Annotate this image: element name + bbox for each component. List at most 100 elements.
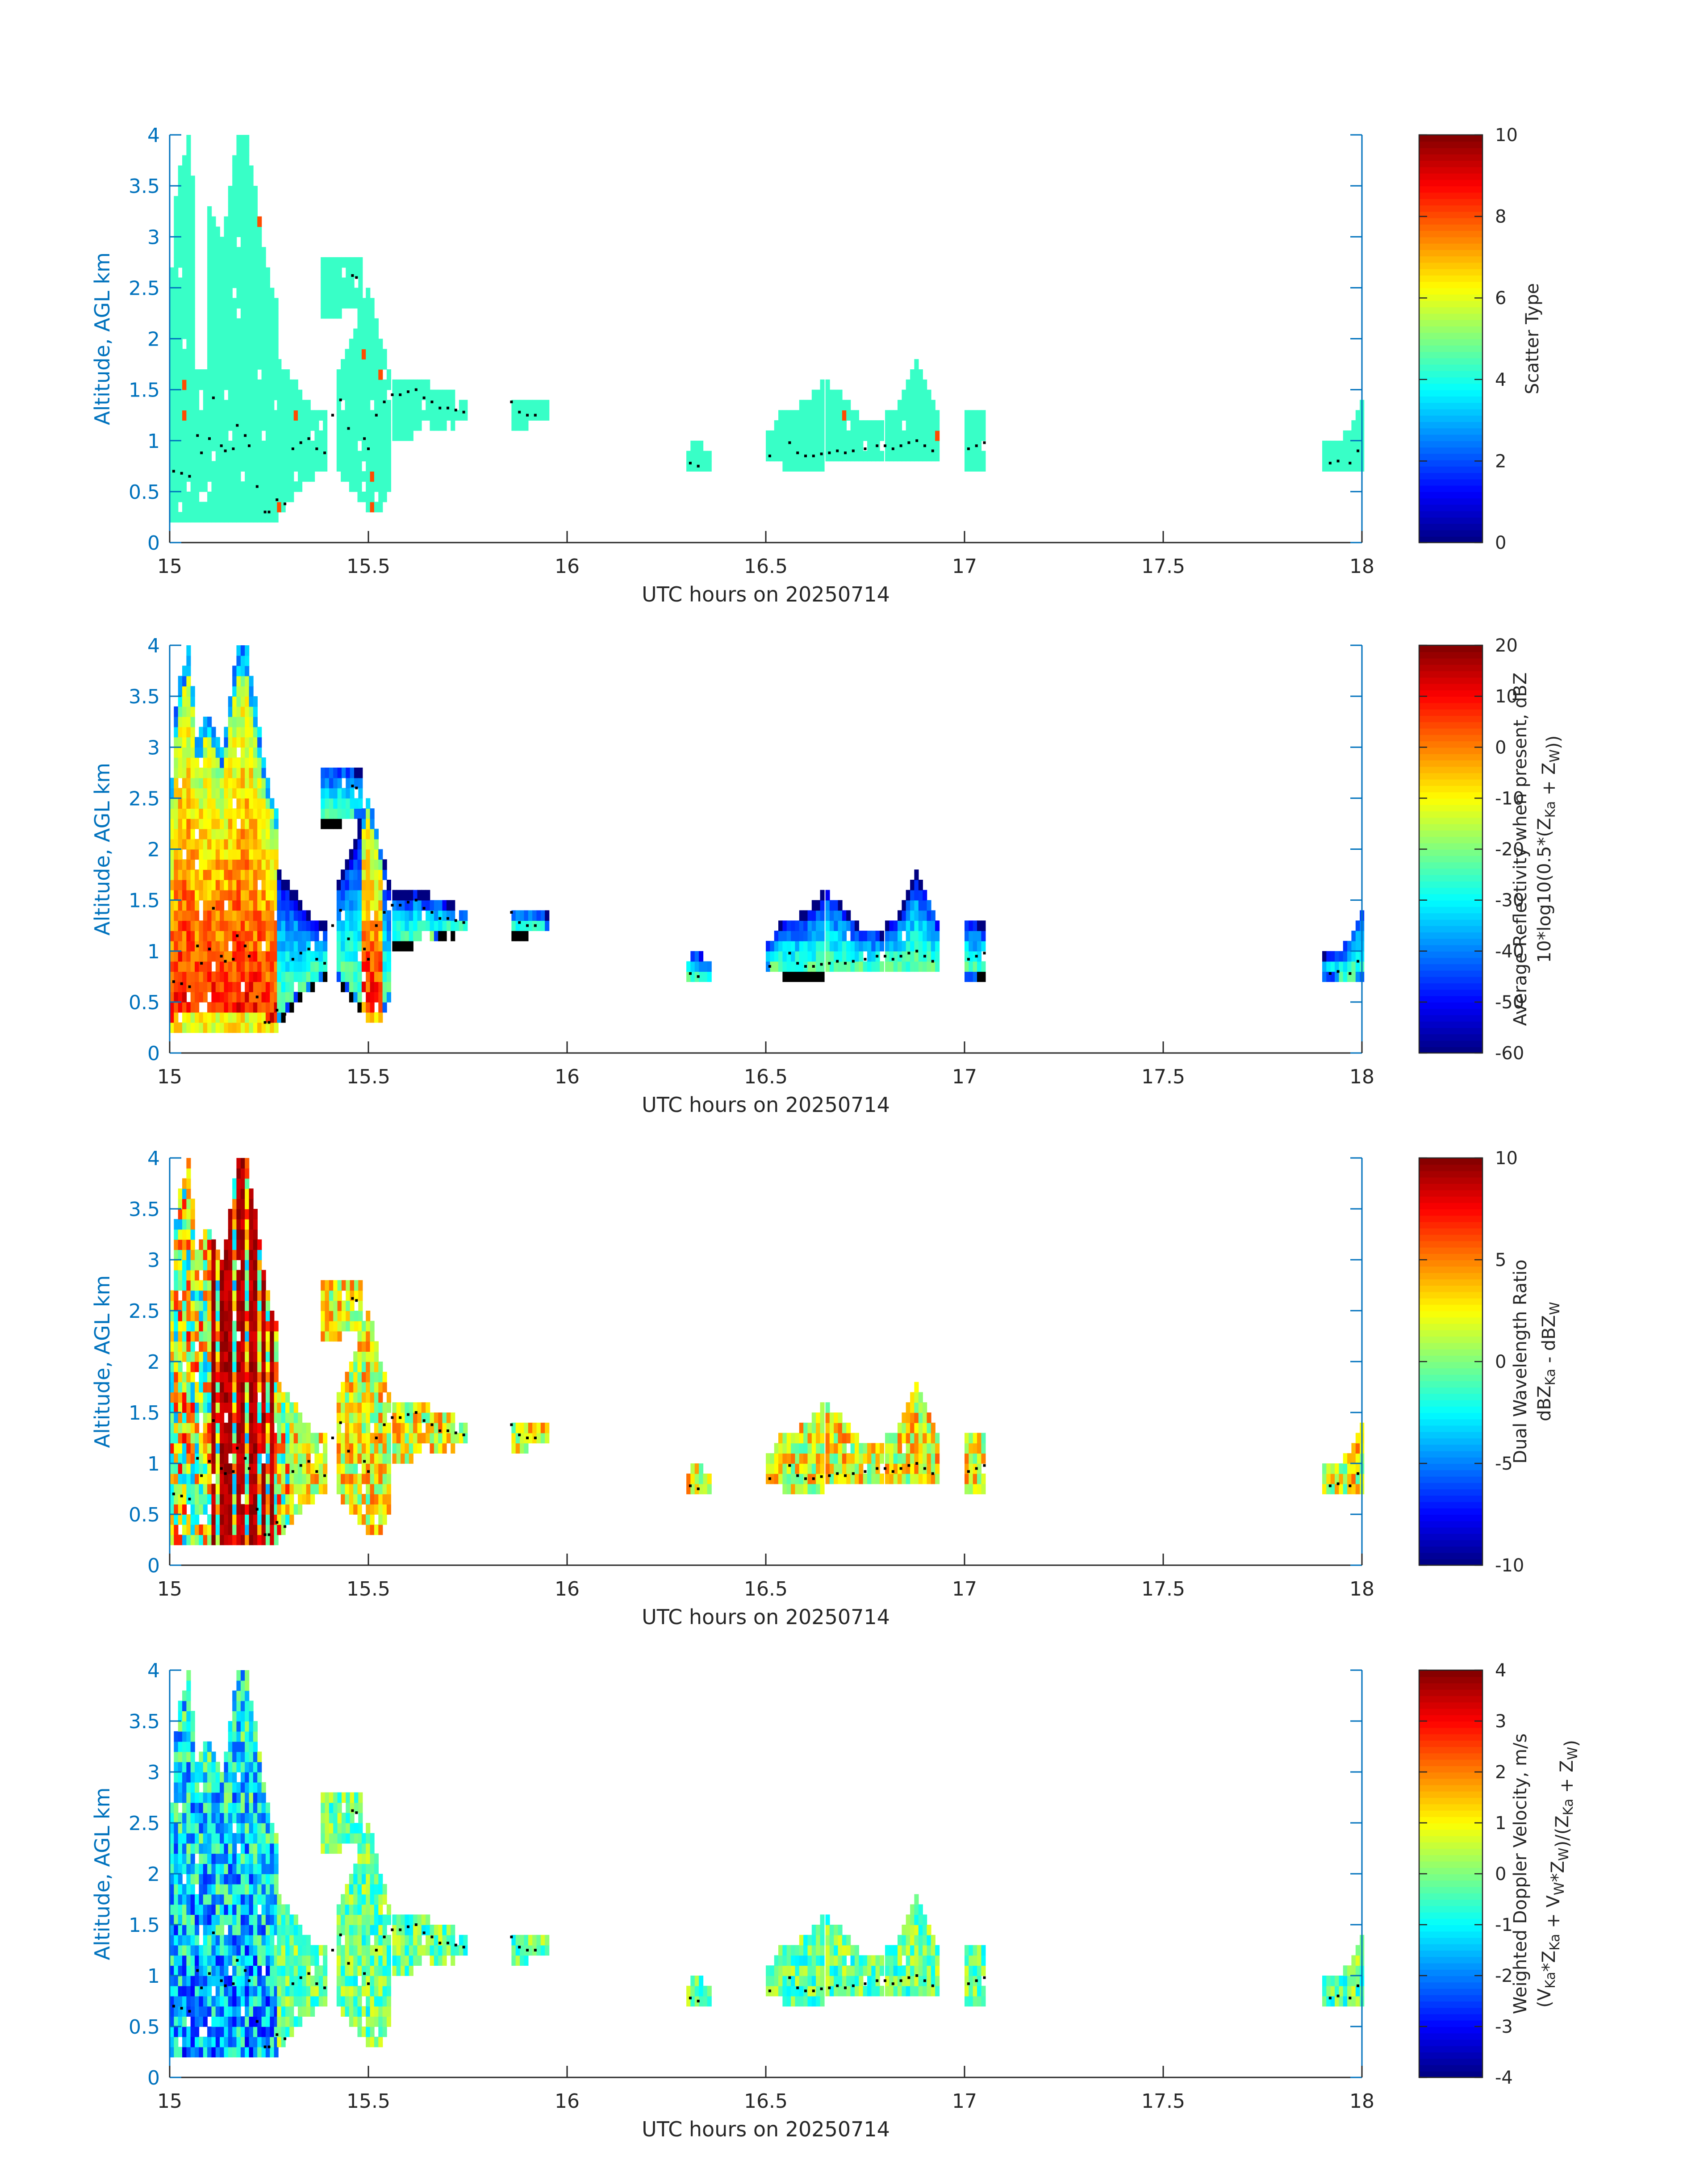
heatmap-cell [253, 359, 258, 370]
heatmap-cell [249, 940, 254, 952]
heatmap-cell [341, 451, 346, 462]
heatmap-cell [361, 471, 366, 482]
heatmap-cell [931, 451, 935, 462]
heatmap-cell [893, 451, 898, 462]
heatmap-cell [195, 461, 200, 472]
heatmap-cell [310, 440, 315, 451]
heatmap-cell [914, 410, 919, 421]
cloud-base-dot [383, 401, 386, 403]
heatmap-cell [224, 819, 229, 829]
colorbar-swatch [1419, 881, 1482, 888]
heatmap-cell [186, 788, 191, 799]
heatmap-cell [245, 971, 250, 982]
heatmap-cell [232, 318, 237, 329]
heatmap-cell [366, 1412, 371, 1423]
heatmap-cell [889, 410, 894, 421]
heatmap-cell [224, 920, 229, 931]
heatmap-cell [298, 471, 303, 482]
heatmap-cell [277, 400, 282, 411]
heatmap-cell [345, 379, 350, 390]
heatmap-cell [186, 951, 191, 962]
heatmap-cell [228, 1320, 233, 1332]
heatmap-cell [274, 880, 279, 890]
heatmap-cell [413, 920, 418, 931]
heatmap-cell [274, 389, 279, 401]
heatmap-cell [220, 379, 225, 390]
heatmap-cell [240, 247, 245, 258]
heatmap-cell [854, 1433, 859, 1444]
heatmap-cell [245, 1494, 250, 1504]
heatmap-cell [182, 1188, 187, 1199]
heatmap-cell [333, 257, 338, 268]
heatmap-cell [906, 931, 910, 941]
heatmap-cell [257, 757, 262, 768]
heatmap-cell [885, 440, 890, 451]
heatmap-cell [417, 400, 422, 410]
heatmap-cell [969, 931, 973, 941]
heatmap-cell [195, 890, 200, 901]
colorbar-swatch [1419, 792, 1482, 799]
heatmap-cell [867, 1453, 872, 1464]
heatmap-cell [270, 359, 275, 370]
heatmap-cell [366, 308, 371, 319]
heatmap-cell [220, 1453, 225, 1464]
heatmap-cell [346, 1300, 351, 1311]
heatmap-cell [277, 410, 282, 421]
heatmap-cell [770, 961, 775, 972]
heatmap-cell [207, 1494, 212, 1504]
heatmap-cell [170, 940, 175, 952]
heatmap-cell [203, 839, 208, 850]
heatmap-cell [249, 1219, 254, 1230]
heatmap-cell [182, 706, 187, 717]
heatmap-cell [350, 298, 355, 309]
heatmap-cell [215, 767, 220, 778]
heatmap-cell [215, 951, 220, 962]
heatmap-cell [203, 992, 208, 1003]
heatmap-cell [361, 1463, 366, 1474]
heatmap-cell [257, 1300, 262, 1311]
heatmap-cell [199, 808, 204, 819]
heatmap-cell [341, 1280, 346, 1291]
heatmap-cell [224, 481, 229, 492]
heatmap-cell [215, 1473, 220, 1484]
heatmap-cell [329, 798, 334, 809]
cloud-base-dot [915, 949, 919, 953]
heatmap-cell [245, 440, 250, 451]
heatmap-cell [249, 1494, 254, 1504]
heatmap-cell [274, 328, 279, 339]
heatmap-cell [261, 1280, 266, 1291]
heatmap-cell [215, 900, 220, 911]
heatmap-cell [215, 798, 220, 809]
heatmap-cell [370, 900, 375, 911]
heatmap-cell [361, 869, 366, 880]
colorbar-swatch [1419, 523, 1482, 531]
heatmap-cell [361, 1382, 366, 1393]
heatmap-cell [178, 196, 183, 207]
heatmap-cell [318, 440, 323, 451]
heatmap-cell [357, 1412, 362, 1423]
heatmap-cell [240, 1239, 245, 1250]
cloud-base-dot [796, 962, 799, 965]
heatmap-cell [199, 890, 204, 901]
heatmap-cell [854, 410, 859, 421]
heatmap-cell [249, 676, 254, 687]
heatmap-cell [898, 400, 902, 410]
cloud-base-dot [267, 510, 271, 514]
heatmap-cell [277, 1433, 282, 1444]
heatmap-cell [378, 931, 383, 941]
heatmap-cell [520, 1422, 525, 1433]
heatmap-cell [253, 696, 258, 707]
heatmap-cell [298, 1412, 303, 1423]
heatmap-cell [341, 1382, 346, 1393]
heatmap-cell [438, 900, 443, 911]
heatmap-cells [170, 135, 1365, 523]
heatmap-cell [935, 961, 940, 972]
heatmap-cell [353, 1402, 358, 1413]
heatmap-cell [770, 940, 775, 952]
heatmap-cell [803, 1483, 808, 1495]
heatmap-cell [370, 992, 375, 1003]
heatmap-cell [228, 1290, 233, 1301]
heatmap-cell [240, 186, 245, 196]
heatmap-cell [1347, 961, 1352, 972]
heatmap-cell [910, 379, 915, 390]
